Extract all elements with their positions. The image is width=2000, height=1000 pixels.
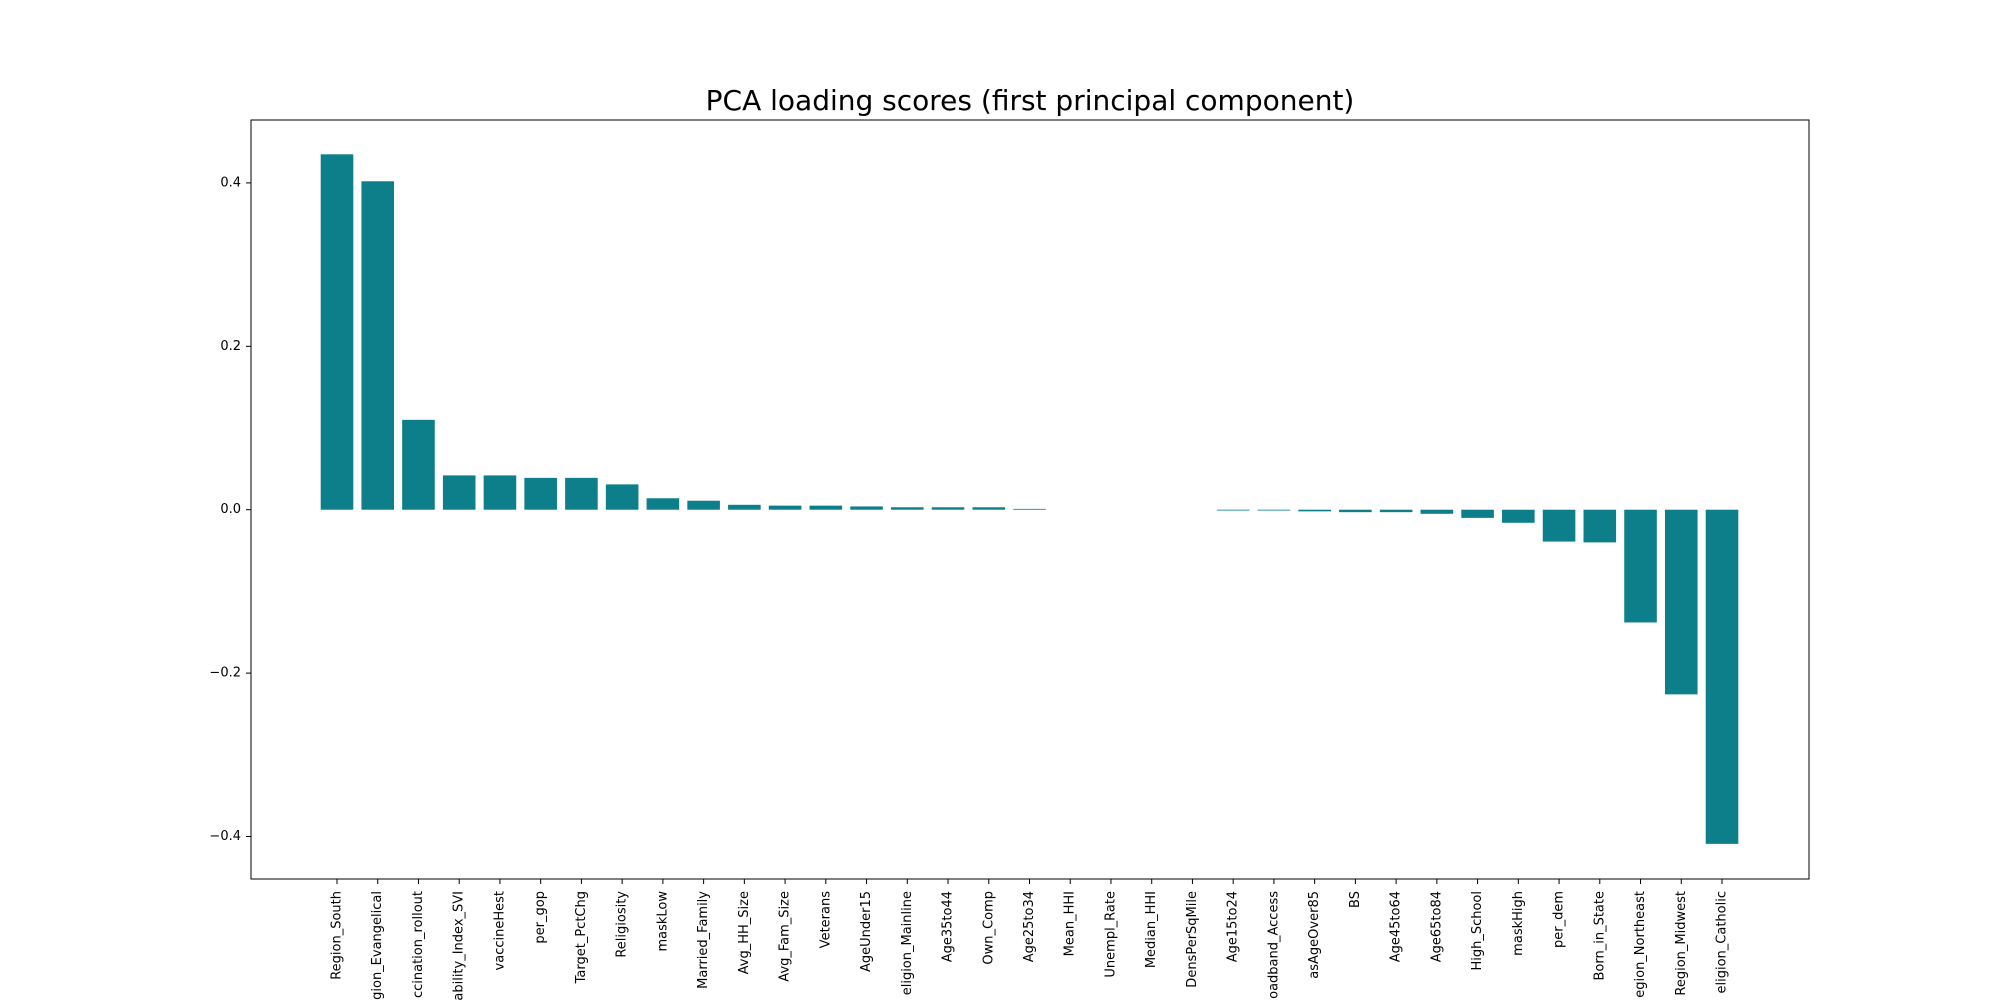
bar — [442, 475, 476, 510]
bar — [1705, 509, 1739, 844]
bar — [891, 507, 924, 510]
bar — [1624, 509, 1657, 623]
x-tick-label: vaccineHest — [492, 891, 507, 970]
x-tick-label: Median_HHI — [1144, 891, 1159, 968]
x-tick-label: maskHigh — [1511, 891, 1526, 956]
bar — [1502, 509, 1535, 523]
bar — [972, 507, 1006, 510]
x-tick-label: DensPerSqMile — [1185, 891, 1200, 988]
x-tick-label: Age15to24 — [1226, 891, 1241, 962]
bar — [1379, 509, 1413, 513]
x-tick-label: Age35to44 — [941, 891, 956, 962]
bar — [361, 181, 395, 510]
x-tick-label: eligion_Catholic — [1715, 891, 1730, 993]
x-tick-label: per_dem — [1552, 891, 1567, 948]
bar — [483, 475, 517, 510]
x-tick-label: Region_Midwest — [1674, 891, 1689, 996]
y-tick-label: 0.0 — [220, 502, 241, 517]
bar — [1339, 509, 1372, 513]
x-tick-label: Region_South — [330, 891, 345, 980]
bar — [1420, 509, 1454, 514]
x-tick-label: Avg_HH_Size — [737, 891, 752, 974]
x-tick-label: eligion_Mainline — [900, 891, 915, 995]
bar — [605, 484, 639, 510]
bar — [1216, 509, 1250, 511]
bar — [1298, 509, 1331, 512]
x-tick-label: AgeUnder15 — [859, 891, 874, 972]
x-tick-label: egion_Northeast — [1633, 891, 1648, 998]
bar — [687, 500, 720, 510]
x-tick-label: BS — [1348, 891, 1363, 908]
y-tick-label: 0.4 — [220, 175, 241, 190]
bar — [728, 504, 761, 510]
x-tick-label: asAgeOver85 — [1307, 891, 1322, 979]
x-tick-label: High_School — [1470, 891, 1485, 971]
x-tick-label: per_gop — [533, 891, 548, 944]
bar — [1542, 509, 1576, 542]
x-tick-label: Veterans — [818, 891, 833, 949]
x-tick-label: oadband_Access — [1266, 891, 1281, 999]
x-tick-label: Target_PctChg — [574, 891, 589, 984]
bar — [402, 419, 435, 510]
y-tick-label: 0.2 — [220, 339, 241, 354]
x-tick-label: ccination_rollout — [411, 891, 426, 998]
bar — [565, 477, 598, 510]
bar — [524, 477, 557, 510]
y-tick-label: −0.4 — [209, 829, 241, 844]
x-tick-label: Age25to34 — [1022, 891, 1037, 962]
x-tick-label: maskLow — [655, 891, 670, 952]
x-tick-label: Married_Family — [696, 891, 711, 989]
x-tick-label: Unempl_Rate — [1103, 891, 1118, 978]
x-tick-label: Religiosity — [615, 891, 630, 958]
bar — [646, 498, 680, 510]
bar — [1013, 508, 1046, 510]
x-tick-label: gion_Evangelical — [370, 891, 385, 1000]
x-tick-label: Age65to84 — [1429, 891, 1444, 962]
bar — [850, 506, 883, 510]
bar — [1583, 509, 1617, 543]
x-tick-label: Avg_Fam_Size — [778, 891, 793, 982]
bar — [931, 507, 965, 510]
bar — [1461, 509, 1494, 518]
x-tick-label: Born_in_State — [1592, 891, 1607, 981]
bar — [768, 505, 802, 510]
x-tick-label: Mean_HHI — [1063, 891, 1078, 956]
bar — [1257, 509, 1291, 511]
x-tick-label: Own_Comp — [981, 891, 996, 965]
y-tick-label: −0.2 — [209, 666, 241, 681]
bar — [1664, 509, 1698, 695]
x-tick-label: ability_Index_SVI — [452, 891, 467, 1000]
bar — [809, 505, 843, 510]
bar — [320, 154, 354, 510]
plot-frame — [250, 119, 1810, 880]
chart-title: PCA loading scores (first principal comp… — [706, 84, 1355, 117]
x-tick-label: Age45to64 — [1389, 891, 1404, 962]
